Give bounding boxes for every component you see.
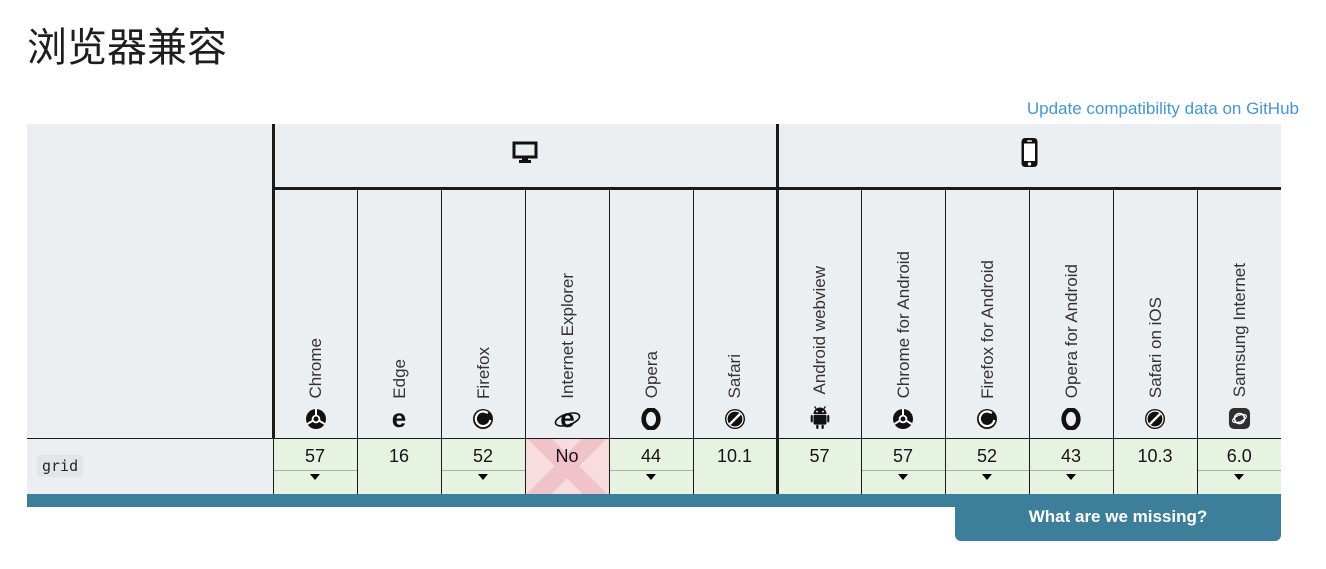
support-cell-opera[interactable]: 44 (608, 437, 693, 494)
corner-cell (27, 124, 275, 438)
support-cell-edge: 16 (356, 437, 441, 494)
version-number: 52 (472, 445, 494, 466)
browser-name-label: Safari on iOS (1145, 297, 1165, 399)
browsers-row: Chrome Edge e Firefox Internet Explorer (27, 188, 1281, 439)
note-indicator-icon (982, 473, 992, 480)
note-underline (609, 469, 693, 471)
chrome-icon (305, 408, 327, 430)
safari-icon (1144, 408, 1166, 430)
note-indicator-icon (310, 473, 320, 480)
support-cell-android-webview: 57 (775, 437, 861, 494)
support-cell-chrome-for-android[interactable]: 57 (860, 437, 945, 494)
version-number: 52 (976, 445, 998, 466)
browser-col-firefox-for-android: Firefox for Android (944, 188, 1029, 439)
platform-desktop-header (273, 124, 777, 190)
browser-col-samsung-internet: Samsung Internet (1196, 188, 1281, 439)
compat-table-wrap: Chrome Edge e Firefox Internet Explorer (27, 124, 1281, 542)
note-indicator-icon (1066, 473, 1076, 480)
note-underline (273, 469, 357, 471)
support-cell-safari-on-ios: 10.3 (1112, 437, 1197, 494)
feature-row-grid: grid 57 16 52 No 4 (27, 437, 1281, 494)
version-number: 44 (640, 445, 662, 466)
edge-icon: e (388, 408, 410, 430)
what-are-we-missing-button[interactable]: What are we missing? (955, 493, 1281, 541)
internet-explorer-icon: e (554, 408, 581, 430)
desktop-icon (511, 140, 539, 165)
browser-col-android-webview: Android webview (775, 188, 861, 439)
samsung-internet-icon (1228, 407, 1251, 430)
firefox-icon (976, 408, 998, 430)
browser-col-safari-on-ios: Safari on iOS (1112, 188, 1197, 439)
note-underline (1197, 469, 1281, 471)
browser-name-label: Opera for Android (1061, 264, 1081, 399)
browser-name-label: Firefox for Android (977, 259, 997, 399)
platform-mobile-header (775, 124, 1281, 190)
browser-name-label: Internet Explorer (557, 272, 577, 399)
version-number: 10.1 (716, 445, 753, 466)
browser-col-opera: Opera (608, 188, 693, 439)
github-link-row: Update compatibility data on GitHub (27, 99, 1299, 119)
browser-name-label: Opera (641, 351, 661, 399)
browser-name-label: Chrome (306, 338, 325, 399)
chrome-icon (892, 408, 914, 430)
version-number: 57 (304, 445, 326, 466)
browser-name-label: Chrome for Android (893, 251, 913, 399)
firefox-icon (472, 408, 494, 430)
support-cell-opera-for-android[interactable]: 43 (1028, 437, 1113, 494)
browser-col-edge: Edge e (356, 188, 441, 439)
version-number: 16 (388, 445, 410, 466)
support-cell-internet-explorer: No (524, 437, 609, 494)
svg-text:e: e (392, 408, 406, 430)
support-cell-firefox-for-android[interactable]: 52 (944, 437, 1029, 494)
note-underline (945, 469, 1029, 471)
version-number: 10.3 (1137, 445, 1173, 466)
version-number: 6.0 (1226, 445, 1252, 466)
platforms-row (27, 124, 1281, 438)
note-underline (1029, 469, 1113, 471)
version-number: 43 (1060, 445, 1082, 466)
android-icon (808, 404, 832, 430)
browser-col-firefox: Firefox (440, 188, 525, 439)
safari-icon (724, 408, 746, 430)
browser-compatibility-section: 浏览器兼容 Update compatibility data on GitHu… (27, 25, 1299, 542)
browser-name-label: Safari (725, 354, 744, 399)
browser-col-safari: Safari (692, 188, 777, 439)
browser-name-label: Android webview (810, 265, 829, 395)
support-cell-samsung-internet[interactable]: 6.0 (1196, 437, 1281, 494)
mobile-icon (1020, 137, 1039, 168)
page-title: 浏览器兼容 (27, 25, 227, 70)
browser-col-internet-explorer: Internet Explorer e (524, 188, 609, 439)
feature-name: grid (37, 454, 84, 477)
note-underline (441, 469, 525, 471)
browser-col-opera-for-android: Opera for Android (1028, 188, 1113, 439)
opera-icon (640, 407, 662, 430)
browser-col-chrome-for-android: Chrome for Android (860, 188, 945, 439)
note-indicator-icon (478, 473, 488, 480)
version-number: 57 (809, 445, 830, 466)
compat-table: Chrome Edge e Firefox Internet Explorer (27, 124, 1281, 494)
browser-name-label: Edge (389, 358, 409, 399)
note-indicator-icon (1234, 473, 1245, 480)
version-number: No (555, 445, 579, 466)
feature-name-cell: grid (27, 437, 273, 494)
opera-icon (1060, 407, 1082, 430)
support-cell-safari: 10.1 (692, 437, 777, 494)
update-github-link[interactable]: Update compatibility data on GitHub (1026, 99, 1299, 118)
support-cell-chrome[interactable]: 57 (272, 437, 357, 494)
browser-name-label: Firefox (473, 346, 493, 399)
version-number: 57 (892, 445, 914, 466)
support-cell-firefox[interactable]: 52 (440, 437, 525, 494)
note-indicator-icon (646, 473, 656, 480)
browser-name-label: Samsung Internet (1229, 263, 1249, 398)
browser-col-chrome: Chrome (272, 188, 357, 439)
note-indicator-icon (898, 473, 908, 480)
compat-table-footer: What are we missing? (27, 493, 1281, 542)
note-underline (861, 469, 945, 471)
